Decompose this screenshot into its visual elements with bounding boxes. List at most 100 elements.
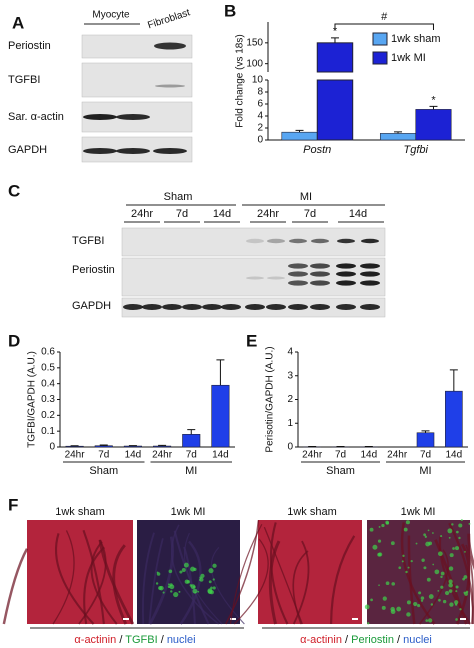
blot-band: [360, 263, 380, 269]
caption-stain: TGFBI: [125, 634, 157, 646]
y-tick-label: 2: [287, 394, 293, 405]
green-stain: [406, 600, 411, 605]
group-label: MI: [300, 191, 312, 203]
x-tick-label: 7d: [335, 450, 346, 461]
green-stain: [370, 598, 373, 602]
blot-band: [246, 276, 264, 280]
panel-letter: C: [8, 181, 20, 200]
fiber-line: [183, 546, 196, 625]
caption-stain: nuclei: [167, 634, 196, 646]
error-bar: [99, 444, 108, 446]
y-tick-label: 150: [246, 37, 263, 48]
green-stain: [208, 580, 212, 584]
green-stain: [454, 546, 460, 551]
green-stain: [190, 566, 196, 572]
green-stain: [454, 600, 459, 605]
blot-strip: [81, 34, 193, 59]
panel-letter: D: [8, 331, 20, 350]
caption-stain: α-actinin: [300, 634, 342, 646]
fiber-line: [148, 538, 164, 625]
green-stain: [454, 603, 458, 606]
micrograph: [137, 520, 245, 625]
fiber-line: [82, 529, 105, 625]
green-stain: [438, 598, 441, 602]
x-tick-label: Tgfbi: [404, 144, 429, 156]
green-stain: [418, 591, 422, 595]
blot-band: [267, 238, 285, 244]
green-stain: [167, 583, 171, 586]
annotation: *: [333, 26, 338, 38]
green-stain: [421, 558, 425, 562]
green-stain: [444, 590, 450, 596]
bar: [123, 445, 142, 448]
fiber-line: [269, 522, 289, 625]
green-stain: [372, 544, 378, 550]
image-title: 1wk sham: [55, 506, 105, 518]
blot-band: [83, 148, 117, 154]
caption: α-actinin / TGFBI / nuclei: [74, 634, 195, 646]
blot-band: [288, 304, 308, 310]
green-stain: [179, 570, 183, 574]
blot-band: [267, 276, 285, 280]
bracket: [334, 23, 434, 30]
blot-band: [154, 42, 186, 50]
blot-band: [336, 271, 356, 277]
blot-band: [288, 280, 308, 286]
row-label: Periostin: [8, 40, 51, 52]
error-bar: [421, 430, 430, 433]
green-stain: [390, 609, 396, 615]
fiber-line: [173, 530, 210, 625]
blot-band: [336, 304, 356, 310]
bar: [281, 131, 318, 141]
x-tick-label: 24hr: [152, 450, 173, 461]
green-stain: [369, 527, 374, 532]
error-bar: [449, 369, 458, 392]
lane-group-label: Fibroblast: [146, 7, 191, 31]
blot-band: [153, 148, 187, 154]
error-bar: [330, 37, 339, 43]
lane-label: 14d: [213, 208, 231, 220]
y-tick-label: 8: [257, 87, 263, 98]
green-stain: [212, 578, 215, 581]
fiber-line: [448, 522, 474, 625]
green-stain: [455, 585, 459, 589]
legend-label: 1wk sham: [391, 33, 441, 45]
green-stain: [367, 622, 370, 625]
y-tick-label: 0.2: [41, 410, 55, 421]
group-label: MI: [419, 465, 431, 477]
green-stain: [455, 590, 458, 593]
image-title: 1wk MI: [401, 506, 436, 518]
y-axis-label: Fold change (vs 18s): [235, 34, 246, 127]
blot-band: [360, 271, 380, 277]
micrograph: [364, 519, 474, 625]
green-stain: [381, 605, 386, 610]
green-stain: [432, 532, 434, 534]
green-stain: [186, 580, 191, 584]
y-tick-label: 0: [257, 135, 263, 146]
blot-band: [310, 280, 330, 286]
x-tick-label: 14d: [445, 450, 462, 461]
fiber-line: [112, 544, 128, 625]
scale-bar: [230, 618, 236, 620]
green-stain: [448, 582, 453, 588]
fiber-line: [407, 535, 416, 625]
green-stain: [168, 569, 173, 574]
blot-band: [360, 304, 380, 310]
bar: [379, 133, 417, 141]
fiber-line: [329, 535, 356, 625]
green-stain: [417, 604, 421, 608]
green-stain: [459, 608, 462, 611]
y-tick-label: 4: [257, 111, 263, 122]
fiber-line: [171, 524, 220, 625]
green-stain: [465, 590, 469, 594]
x-tick-label: 14d: [360, 450, 377, 461]
fiber-line: [2, 548, 29, 625]
micrograph: [225, 520, 362, 625]
x-tick-label: 7d: [98, 450, 109, 461]
caption-separator: /: [345, 634, 349, 646]
y-tick-label: 0.4: [41, 378, 55, 389]
green-stain: [410, 559, 413, 563]
green-stain: [197, 590, 200, 593]
green-stain: [170, 590, 173, 593]
